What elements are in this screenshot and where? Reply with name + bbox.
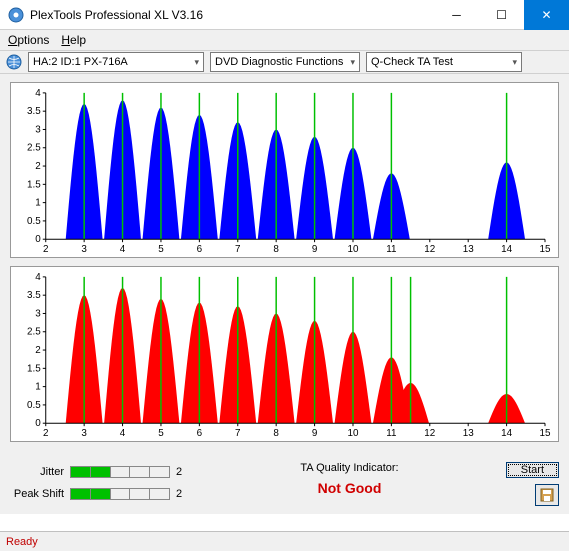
menu-options[interactable]: Options (8, 33, 49, 47)
svg-text:0.5: 0.5 (27, 400, 41, 411)
svg-text:2.5: 2.5 (27, 327, 41, 338)
titlebar: PlexTools Professional XL V3.16 ─ ☐ ✕ (0, 0, 569, 30)
test-dropdown[interactable]: Q-Check TA Test (366, 52, 522, 72)
content-area: 00.511.522.533.5423456789101112131415 00… (0, 74, 569, 458)
svg-text:2: 2 (43, 428, 49, 439)
peakshift-bar (70, 488, 170, 500)
jitter-label: Jitter (10, 466, 70, 478)
svg-text:2: 2 (43, 244, 49, 255)
svg-text:4: 4 (120, 428, 126, 439)
maximize-button[interactable]: ☐ (479, 0, 524, 30)
minimize-button[interactable]: ─ (434, 0, 479, 30)
svg-text:3: 3 (35, 308, 41, 319)
svg-text:9: 9 (312, 428, 318, 439)
peakshift-value: 2 (170, 488, 182, 500)
jitter-row: Jitter 2 (10, 462, 210, 482)
function-dropdown[interactable]: DVD Diagnostic Functions (210, 52, 360, 72)
svg-text:3.5: 3.5 (27, 290, 41, 301)
toolbar: HA:2 ID:1 PX-716A DVD Diagnostic Functio… (0, 50, 569, 74)
svg-text:14: 14 (501, 244, 512, 255)
svg-text:4: 4 (35, 88, 41, 99)
svg-text:11: 11 (386, 428, 397, 439)
window-controls: ─ ☐ ✕ (434, 0, 569, 30)
svg-text:0.5: 0.5 (27, 216, 41, 227)
jitter-bar (70, 466, 170, 478)
svg-text:12: 12 (424, 428, 435, 439)
svg-text:4: 4 (120, 244, 126, 255)
bottom-chart: 0 0.5 1 1.5 2 2.5 3 3.5 4 2 3 4 5 6 7 8 9 10 11 12 13 14 15 (10, 266, 559, 442)
start-button[interactable]: Start (506, 462, 559, 478)
ta-block: TA Quality Indicator: Not Good (210, 462, 489, 496)
svg-text:7: 7 (235, 244, 241, 255)
svg-text:10: 10 (347, 428, 358, 439)
peakshift-label: Peak Shift (10, 488, 70, 500)
svg-text:0: 0 (35, 234, 41, 245)
svg-text:8: 8 (273, 428, 279, 439)
svg-text:5: 5 (158, 428, 164, 439)
svg-text:2.5: 2.5 (27, 143, 41, 154)
svg-text:6: 6 (197, 244, 203, 255)
svg-text:0: 0 (35, 418, 41, 429)
metrics-block: Jitter 2 Peak Shift 2 (10, 462, 210, 506)
svg-text:7: 7 (235, 428, 241, 439)
svg-text:4: 4 (35, 272, 41, 283)
close-button[interactable]: ✕ (524, 0, 569, 30)
svg-text:3: 3 (35, 124, 41, 135)
menu-help[interactable]: Help (61, 33, 86, 47)
save-icon-button[interactable] (535, 484, 559, 506)
svg-text:12: 12 (424, 244, 435, 255)
svg-text:6: 6 (197, 428, 203, 439)
window-title: PlexTools Professional XL V3.16 (30, 8, 434, 22)
svg-text:13: 13 (463, 428, 474, 439)
svg-text:15: 15 (540, 428, 551, 439)
svg-text:2: 2 (35, 161, 41, 172)
top-chart: 0 0.5 1 1.5 2 2.5 3 3.5 4 2 3 4 5 6 7 8 9 10 11 12 13 14 15 (10, 82, 559, 258)
svg-text:10: 10 (347, 244, 358, 255)
svg-text:1.5: 1.5 (27, 179, 41, 190)
app-icon (8, 7, 24, 23)
statusbar: Ready (0, 531, 569, 551)
menubar: Options Help (0, 30, 569, 50)
svg-text:13: 13 (463, 244, 474, 255)
device-dropdown[interactable]: HA:2 ID:1 PX-716A (28, 52, 204, 72)
ta-label: TA Quality Indicator: (210, 462, 489, 474)
svg-text:2: 2 (35, 345, 41, 356)
status-text: Ready (6, 536, 38, 548)
svg-text:3: 3 (81, 428, 87, 439)
svg-text:3: 3 (81, 244, 87, 255)
svg-text:1.5: 1.5 (27, 363, 41, 374)
jitter-value: 2 (170, 466, 182, 478)
svg-text:1: 1 (35, 198, 41, 209)
svg-text:11: 11 (386, 244, 397, 255)
globe-icon (6, 54, 22, 70)
svg-text:5: 5 (158, 244, 164, 255)
svg-text:3.5: 3.5 (27, 106, 41, 117)
buttons-block: Start (489, 462, 559, 506)
svg-text:15: 15 (540, 244, 551, 255)
bottom-panel: Jitter 2 Peak Shift 2 TA Quality Indicat… (0, 458, 569, 514)
ta-result: Not Good (210, 480, 489, 496)
svg-text:14: 14 (501, 428, 512, 439)
svg-text:1: 1 (35, 382, 41, 393)
peakshift-row: Peak Shift 2 (10, 484, 210, 504)
svg-text:8: 8 (273, 244, 279, 255)
svg-text:9: 9 (312, 244, 318, 255)
